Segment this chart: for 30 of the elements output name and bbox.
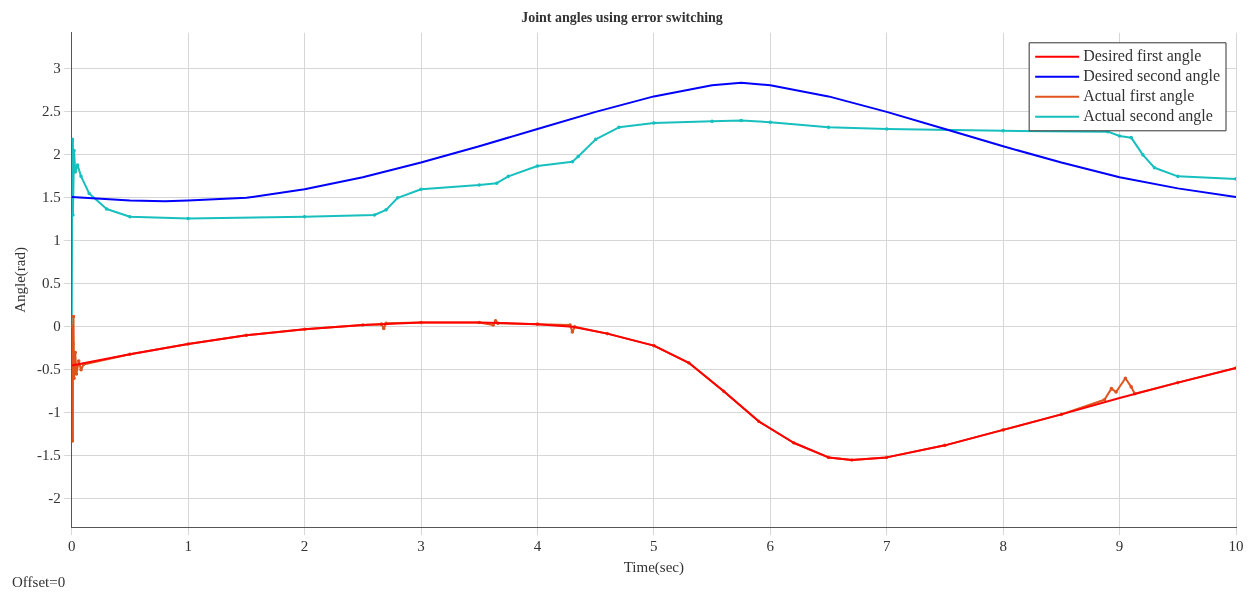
x-tick-label: 3 — [417, 537, 425, 554]
x-tick-label: 6 — [766, 537, 775, 554]
y-tick-label: 3 — [53, 59, 61, 76]
y-tick-label: -2 — [48, 489, 61, 506]
y-tick-label: -1.5 — [37, 446, 61, 463]
x-tick-label: 5 — [650, 537, 658, 554]
x-tick-label: 4 — [533, 537, 542, 554]
chart-title: Joint angles using error switching — [521, 10, 723, 26]
y-axis-title: Angle(rad) — [11, 246, 29, 313]
x-tick-label: 7 — [882, 537, 891, 554]
y-tick-label: 2.5 — [42, 102, 61, 119]
y-tick-label: 1 — [53, 231, 61, 248]
text: Offset=0 — [12, 574, 66, 591]
legend-label: Desired first angle — [1083, 47, 1202, 65]
y-tick-label: 2 — [53, 145, 61, 162]
y-tick-label: -0.5 — [37, 360, 61, 377]
x-tick-label: 0 — [68, 537, 76, 554]
legend-label: Actual first angle — [1083, 87, 1195, 105]
x-tick-label: 1 — [184, 537, 192, 554]
x-tick-label: 9 — [1115, 537, 1124, 554]
y-tick-label: -1 — [48, 403, 61, 420]
x-tick-label: 10 — [1228, 537, 1244, 554]
legend-label: Actual second angle — [1083, 107, 1213, 125]
y-tick-label: 0 — [53, 317, 61, 334]
x-axis-title: Time(sec) — [623, 558, 685, 576]
y-tick-label: 1.5 — [42, 188, 61, 205]
x-tick-label: 8 — [999, 537, 1007, 554]
x-tick-label: 2 — [300, 537, 309, 554]
legend-label: Desired second angle — [1083, 67, 1221, 85]
y-tick-label: 0.5 — [42, 274, 61, 291]
